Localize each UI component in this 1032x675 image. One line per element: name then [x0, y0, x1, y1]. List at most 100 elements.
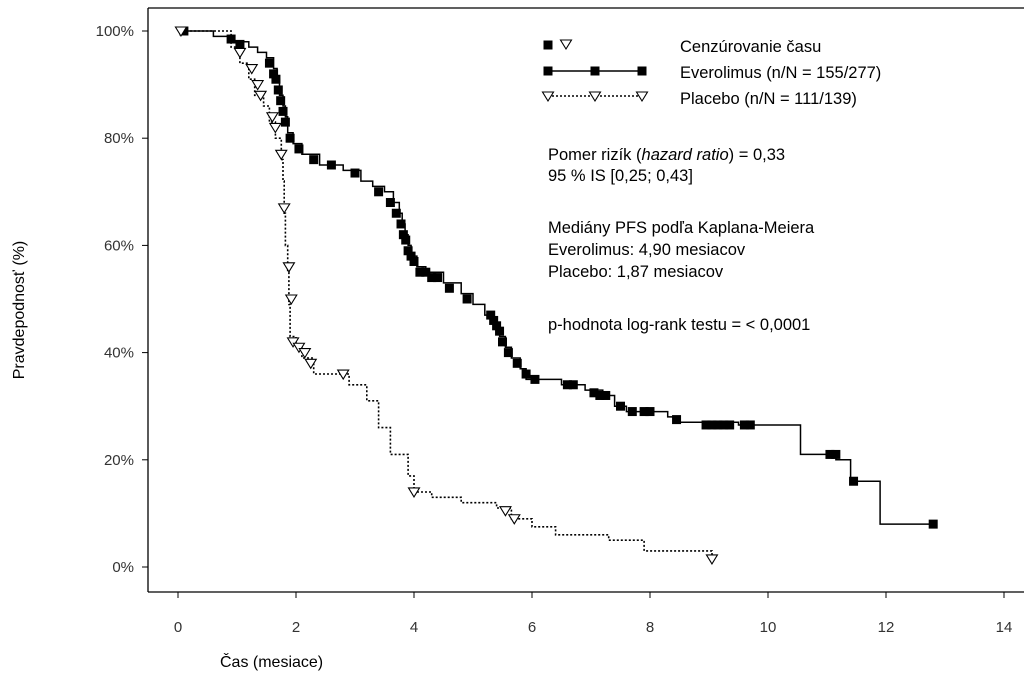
censor-mark-everolimus: [672, 415, 682, 425]
pvalue-annotation: p-hodnota log-rank testu = < 0,0001: [548, 316, 811, 334]
censor-mark-everolimus: [309, 155, 319, 165]
x-tick-label: 14: [996, 619, 1013, 636]
censor-mark-everolimus: [530, 374, 540, 384]
censor-mark-everolimus: [326, 160, 336, 170]
censor-mark-everolimus: [521, 369, 531, 379]
legend-censor-square: [543, 40, 553, 50]
censor-mark-everolimus: [719, 420, 729, 430]
ci-annotation: 95 % IS [0,25; 0,43]: [548, 167, 693, 185]
x-tick-label: 2: [292, 619, 300, 636]
censor-mark-everolimus: [433, 273, 443, 283]
censor-mark-everolimus: [928, 519, 938, 529]
censor-mark-everolimus: [415, 267, 425, 277]
censor-mark-placebo: [292, 342, 306, 354]
censor-mark-placebo: [298, 348, 312, 359]
legend-everolimus-marker: [637, 66, 647, 76]
legend-placebo-marker: [588, 91, 602, 103]
legend-censor-triangle: [559, 39, 573, 51]
censor-mark-placebo: [407, 487, 421, 499]
censor-mark-everolimus: [512, 358, 522, 368]
censor-mark-everolimus: [374, 187, 384, 197]
y-tick-label: 0%: [112, 559, 134, 576]
y-tick-label: 80%: [104, 130, 134, 147]
y-tick-label: 20%: [104, 452, 134, 469]
censor-mark-everolimus: [280, 117, 290, 127]
censor-mark-everolimus: [639, 407, 649, 417]
censor-mark-placebo: [174, 26, 188, 38]
censor-mark-everolimus: [396, 219, 406, 229]
censor-mark-everolimus: [385, 198, 395, 208]
censor-mark-everolimus: [235, 39, 245, 49]
median-title-annotation: Mediány PFS podľa Kaplana-Meiera: [548, 219, 815, 237]
hr-suffix: ) = 0,33: [728, 146, 786, 164]
legend-placebo-marker: [541, 91, 555, 103]
legend-everolimus-label: Everolimus (n/N = 155/277): [680, 64, 882, 82]
median-everolimus-annotation: Everolimus: 4,90 mesiacov: [548, 241, 746, 259]
censor-mark-everolimus: [713, 420, 723, 430]
censor-mark-placebo: [304, 358, 318, 370]
x-tick-label: 6: [528, 619, 536, 636]
median-placebo-annotation: Placebo: 1,87 mesiacov: [548, 263, 724, 281]
censor-mark-everolimus: [492, 321, 502, 331]
censor-mark-placebo: [282, 262, 296, 273]
censor-mark-placebo: [274, 149, 288, 161]
y-tick-label: 40%: [104, 345, 134, 362]
axes: 0 2 4 6 8 10 12 14 0% 20% 40% 60% 80% 100% Čas (mesiac…: [11, 7, 1024, 671]
y-axis-label: Pravdepodnosť (%): [11, 241, 28, 380]
censor-mark-everolimus: [495, 326, 505, 336]
censor-mark-placebo: [254, 90, 268, 102]
censor-mark-placebo: [245, 63, 259, 75]
legend-placebo-label: Placebo (n/N = 111/139): [680, 90, 857, 108]
censor-mark-everolimus: [391, 208, 401, 218]
x-axis-label: Čas (mesiace): [220, 652, 323, 671]
censor-mark-everolimus: [849, 476, 859, 486]
censor-mark-everolimus: [409, 256, 419, 266]
y-tick-label: 60%: [104, 237, 134, 254]
censor-mark-everolimus: [601, 390, 611, 400]
censor-mark-everolimus: [489, 315, 499, 325]
censor-mark-everolimus: [294, 144, 304, 154]
censor-mark-placebo: [265, 112, 279, 123]
censor-mark-everolimus: [278, 106, 288, 116]
censor-mark-everolimus: [427, 273, 437, 283]
censor-mark-everolimus: [831, 449, 841, 459]
censor-mark-placebo: [284, 294, 298, 306]
censor-mark-everolimus: [616, 401, 625, 411]
x-tick-label: 12: [878, 619, 895, 636]
censor-mark-everolimus: [745, 420, 755, 430]
censor-mark-placebo: [336, 369, 350, 381]
censor-mark-everolimus: [725, 420, 735, 430]
censor-mark-everolimus: [627, 407, 637, 417]
series-everolimus: [178, 26, 938, 529]
censor-mark-placebo: [268, 122, 282, 134]
x-tick-label: 0: [174, 619, 182, 636]
censor-mark-everolimus: [444, 283, 454, 293]
x-tick-label: 10: [760, 619, 777, 636]
censor-mark-everolimus: [498, 337, 507, 347]
censor-mark-everolimus: [825, 449, 835, 459]
censor-mark-placebo: [233, 47, 247, 59]
x-tick-label: 4: [410, 619, 418, 636]
x-tick-label: 8: [646, 619, 654, 636]
hr-prefix: Pomer rizík (: [548, 146, 642, 164]
censor-mark-everolimus: [595, 390, 605, 400]
censor-mark-everolimus: [562, 380, 572, 390]
hazard-ratio-annotation: Pomer rizík (hazard ratio) = 0,33: [548, 145, 785, 166]
censor-mark-everolimus: [398, 230, 408, 240]
legend-marks: [541, 39, 649, 103]
legend-placebo-marker: [635, 91, 649, 103]
censor-mark-everolimus: [276, 96, 286, 106]
censor-mark-everolimus: [273, 85, 283, 95]
censor-mark-everolimus: [269, 69, 279, 79]
censor-mark-placebo: [507, 514, 521, 525]
censor-mark-everolimus: [406, 251, 416, 261]
censor-mark-everolimus: [707, 420, 717, 430]
censor-mark-everolimus: [503, 348, 513, 358]
censor-mark-everolimus: [739, 420, 749, 430]
censor-mark-everolimus: [421, 267, 431, 277]
hr-italic: hazard ratio: [641, 146, 729, 164]
y-tick-label: 100%: [96, 23, 134, 40]
censor-mark-placebo: [251, 80, 265, 91]
censor-mark-everolimus: [486, 310, 496, 320]
censor-mark-everolimus: [589, 388, 599, 398]
